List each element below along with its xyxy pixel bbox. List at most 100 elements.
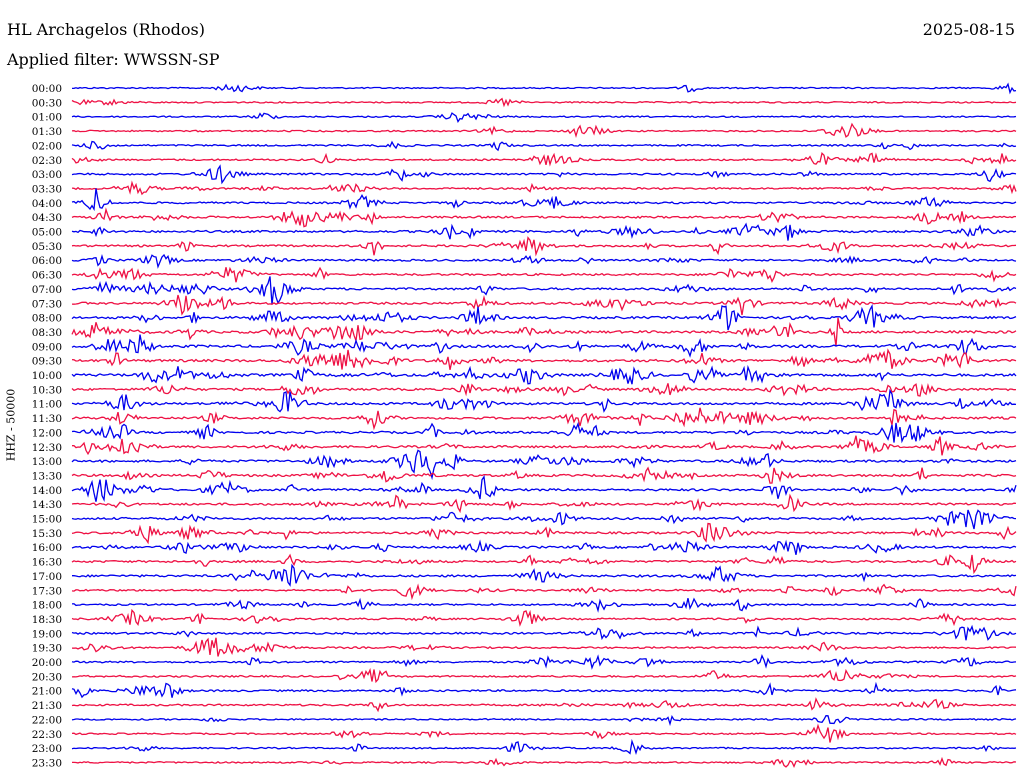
trace-line <box>71 122 1017 139</box>
row-time-label: 17:30 <box>32 585 62 597</box>
row-time-label: 13:00 <box>32 456 62 468</box>
trace-line <box>71 180 1017 196</box>
row-time-label: 00:30 <box>32 97 62 109</box>
trace-line <box>71 364 1017 385</box>
row-time-label: 03:00 <box>32 169 62 181</box>
row-time-label: 21:00 <box>32 686 62 698</box>
row-time-label: 16:30 <box>32 557 62 569</box>
row-time-label: 12:00 <box>32 427 62 439</box>
trace-line <box>71 667 1017 684</box>
trace-line <box>71 253 1017 269</box>
row-time-label: 23:00 <box>32 743 62 755</box>
trace-line <box>71 407 1017 431</box>
row-time-label: 17:00 <box>32 571 62 583</box>
row-time-label: 04:00 <box>32 198 62 210</box>
row-time-label: 07:30 <box>32 298 62 310</box>
trace-line <box>71 140 1017 152</box>
row-time-label: 20:00 <box>32 657 62 669</box>
row-time-label: 19:30 <box>32 643 62 655</box>
trace-line <box>71 583 1017 601</box>
trace-line <box>71 188 1017 212</box>
row-time-label: 06:00 <box>32 255 62 267</box>
trace-line <box>71 449 1017 481</box>
row-time-label: 06:30 <box>32 270 62 282</box>
trace-line <box>71 522 1017 545</box>
trace-line <box>71 294 1017 316</box>
trace-line <box>71 276 1017 305</box>
row-time-label: 01:00 <box>32 112 62 124</box>
trace-line <box>71 383 1017 397</box>
row-time-label: 23:30 <box>32 757 62 769</box>
row-time-label: 02:30 <box>32 155 62 167</box>
row-time-label: 08:00 <box>32 313 62 325</box>
trace-line <box>71 207 1017 228</box>
trace-line <box>72 435 1017 456</box>
row-time-label: 16:00 <box>32 542 62 554</box>
row-time-label: 22:00 <box>32 714 62 726</box>
row-time-label: 04:30 <box>32 212 62 224</box>
trace-line <box>71 388 1017 413</box>
row-time-label: 10:30 <box>32 384 62 396</box>
row-time-label: 11:00 <box>32 399 62 411</box>
trace-line <box>71 637 1017 657</box>
row-time-label: 03:30 <box>32 183 62 195</box>
row-time-label: 15:00 <box>32 514 62 526</box>
trace-line <box>71 608 1017 627</box>
trace-line <box>72 756 1017 769</box>
row-time-label: 21:30 <box>32 700 62 712</box>
filter-label: Applied filter: WWSSN-SP <box>7 50 220 69</box>
row-time-label: 12:30 <box>32 442 62 454</box>
row-time-label: 14:30 <box>32 499 62 511</box>
trace-line <box>71 715 1017 727</box>
row-time-label: 18:00 <box>32 600 62 612</box>
trace-line <box>71 654 1017 670</box>
row-time-label: 08:30 <box>32 327 62 339</box>
trace-line <box>71 266 1017 284</box>
trace-line <box>72 563 1017 587</box>
trace-line <box>71 738 1017 756</box>
trace-line <box>71 82 1017 95</box>
trace-line <box>71 697 1017 713</box>
trace-line <box>71 164 1017 185</box>
trace-line <box>71 475 1017 503</box>
date-label: 2025-08-15 <box>922 20 1015 39</box>
trace-line <box>71 466 1017 484</box>
trace-line <box>71 348 1017 370</box>
trace-line <box>71 509 1017 530</box>
row-time-label: 01:30 <box>32 126 62 138</box>
trace-line <box>71 334 1017 358</box>
trace-line <box>71 112 1017 124</box>
row-time-label: 15:30 <box>32 528 62 540</box>
row-time-label: 09:30 <box>32 356 62 368</box>
trace-line <box>71 624 1017 641</box>
row-time-label: 22:30 <box>32 729 62 741</box>
trace-line <box>71 421 1017 444</box>
trace-line <box>71 539 1017 555</box>
row-time-label: 11:30 <box>32 413 62 425</box>
trace-line <box>71 597 1017 613</box>
trace-line <box>71 723 1017 743</box>
row-time-label: 07:00 <box>32 284 62 296</box>
row-time-label: 02:00 <box>32 140 62 152</box>
trace-line <box>71 553 1017 575</box>
station-title: HL Archagelos (Rhodos) <box>7 20 205 39</box>
trace-line <box>71 152 1017 167</box>
trace-line <box>71 97 1017 108</box>
trace-line <box>71 222 1017 241</box>
row-time-label: 05:30 <box>32 241 62 253</box>
trace-line <box>71 236 1017 257</box>
row-time-label: 18:30 <box>32 614 62 626</box>
trace-line <box>71 493 1017 514</box>
trace-line <box>71 317 1017 347</box>
trace-line <box>71 303 1017 331</box>
row-time-label: 14:00 <box>32 485 62 497</box>
trace-line <box>71 681 1017 699</box>
row-time-label: 09:00 <box>32 341 62 353</box>
row-time-label: 19:00 <box>32 628 62 640</box>
row-time-label: 20:30 <box>32 671 62 683</box>
row-time-label: 13:30 <box>32 470 62 482</box>
row-time-label: 05:00 <box>32 227 62 239</box>
row-time-label: 00:00 <box>32 83 62 95</box>
row-time-label: 10:00 <box>32 370 62 382</box>
